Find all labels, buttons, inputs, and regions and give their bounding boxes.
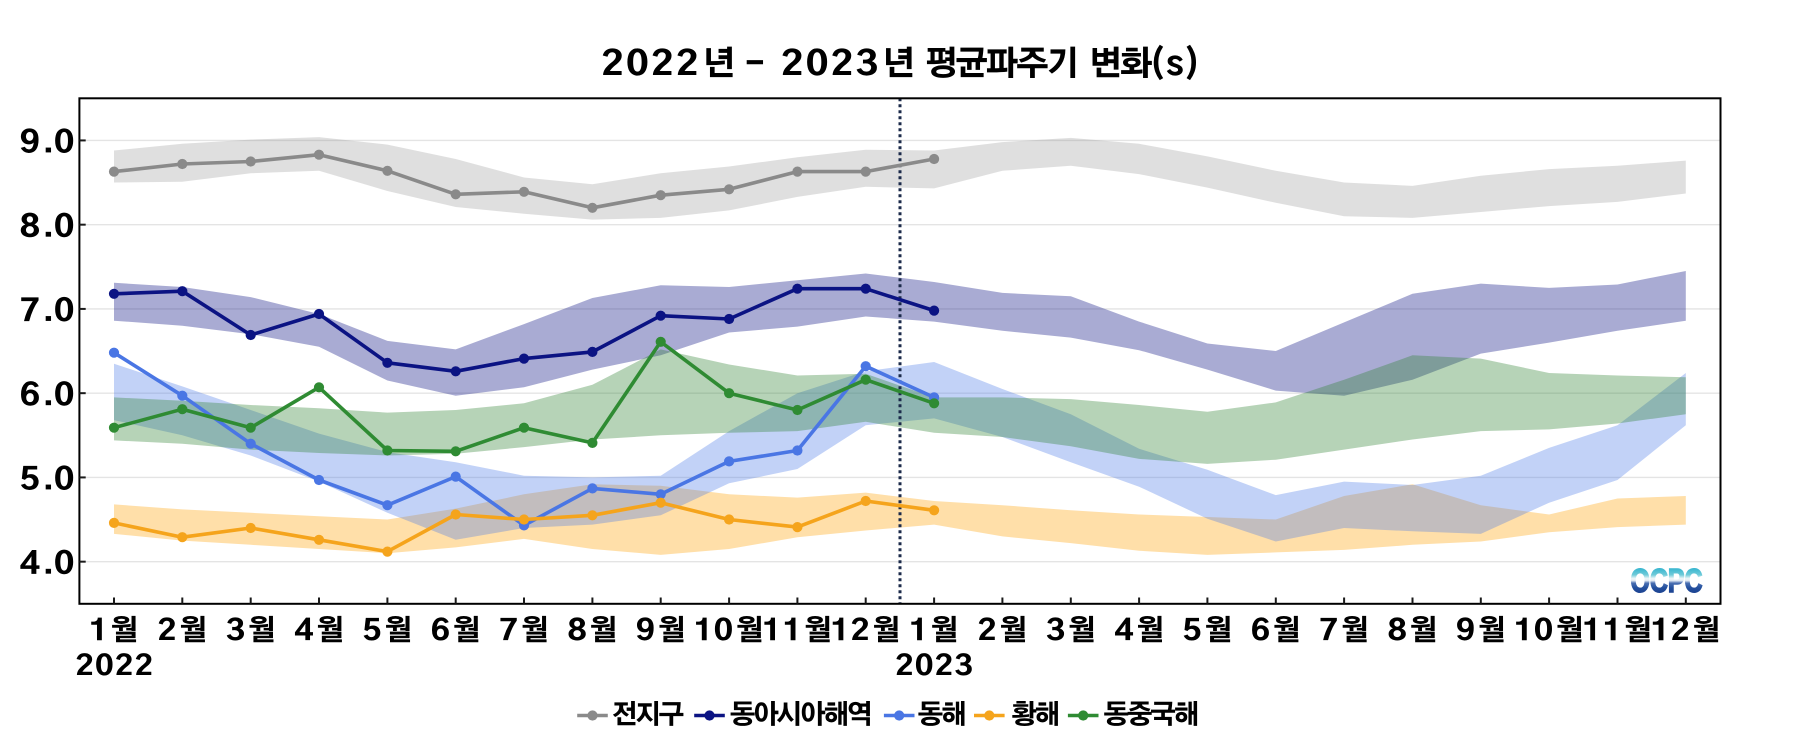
svg-text:OCPC: OCPC bbox=[1631, 562, 1703, 599]
